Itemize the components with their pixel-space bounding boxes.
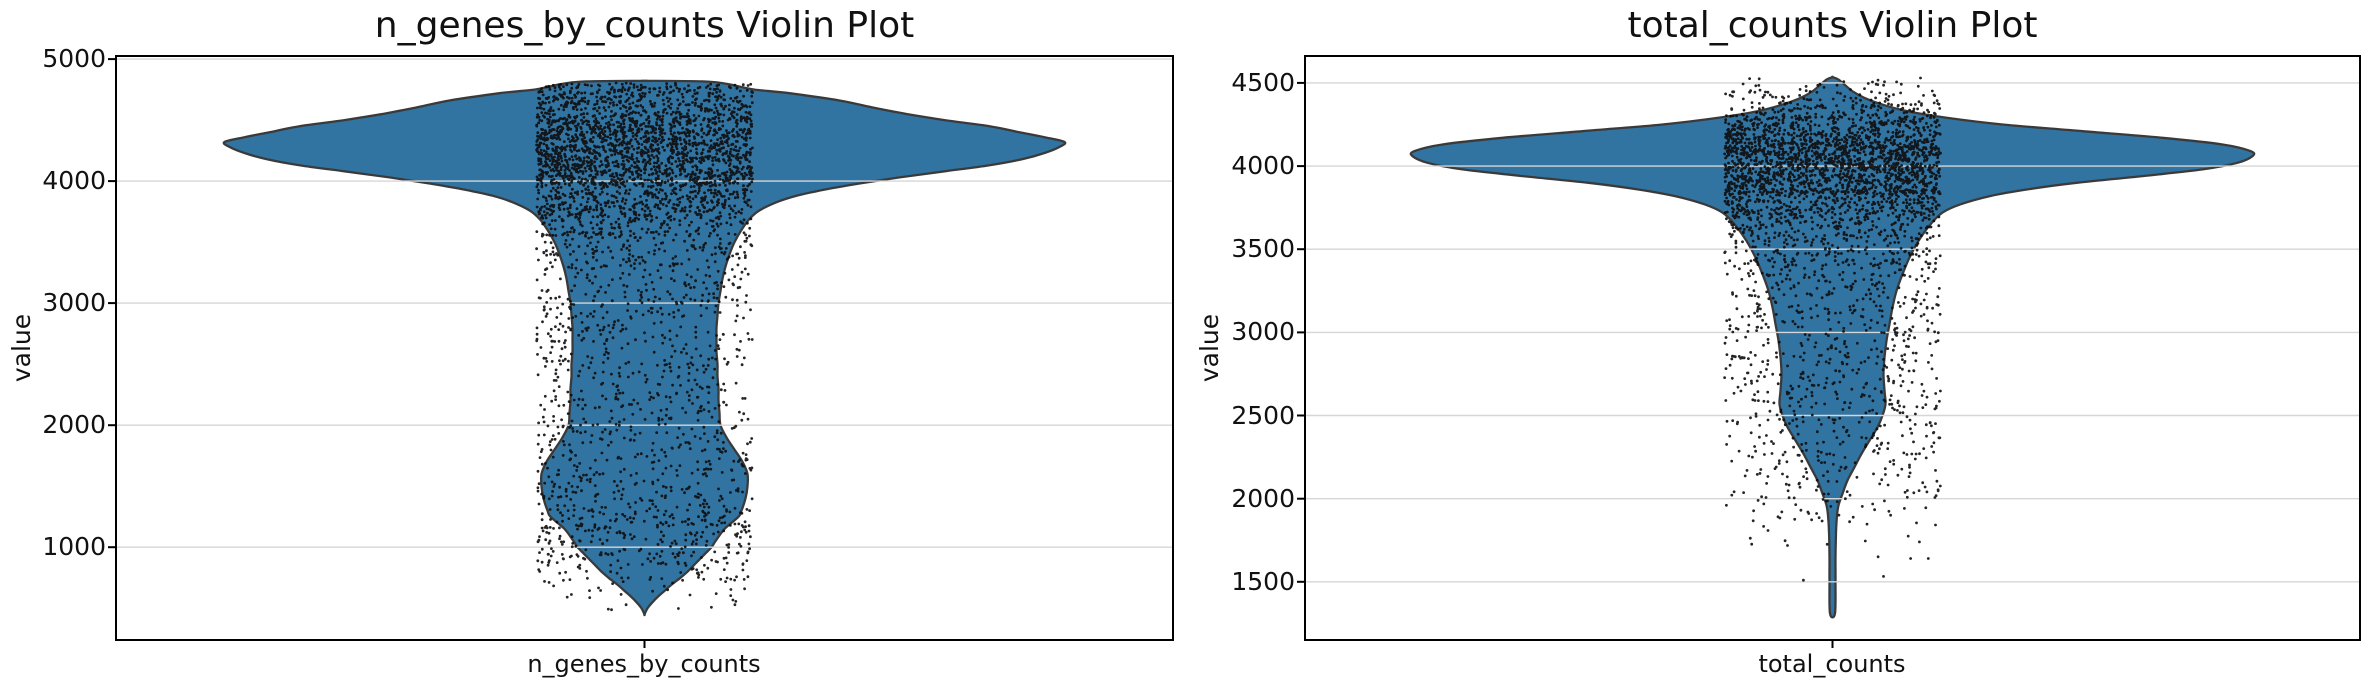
- y-tick-label: 3000: [1231, 317, 1295, 347]
- y-tick-label: 3500: [1231, 234, 1295, 264]
- y-tick-label: 5000: [42, 44, 106, 74]
- y-tick-label: 4000: [42, 166, 106, 196]
- y-tick-label: 3000: [42, 288, 106, 318]
- jitter-points-n_genes_by_counts: [535, 81, 754, 612]
- violin-body-n_genes_by_counts: [222, 79, 1067, 617]
- y-tick-label: 2500: [1231, 400, 1295, 430]
- y-tick-label: 4000: [1231, 151, 1295, 181]
- jitter-points-total_counts: [1723, 76, 1942, 582]
- left-x-tick-label: n_genes_by_counts: [527, 650, 761, 678]
- right-panel-title: total_counts Violin Plot: [1627, 5, 2038, 46]
- y-tick-label: 2000: [1231, 483, 1295, 513]
- y-tick-label: 1000: [42, 532, 106, 562]
- y-tick-label: 4500: [1231, 67, 1295, 97]
- y-tick-label: 1500: [1231, 566, 1295, 596]
- y-tick-label: 2000: [42, 410, 106, 440]
- right-x-tick-label: total_counts: [1758, 650, 1906, 678]
- left-panel-title: n_genes_by_counts Violin Plot: [374, 5, 915, 46]
